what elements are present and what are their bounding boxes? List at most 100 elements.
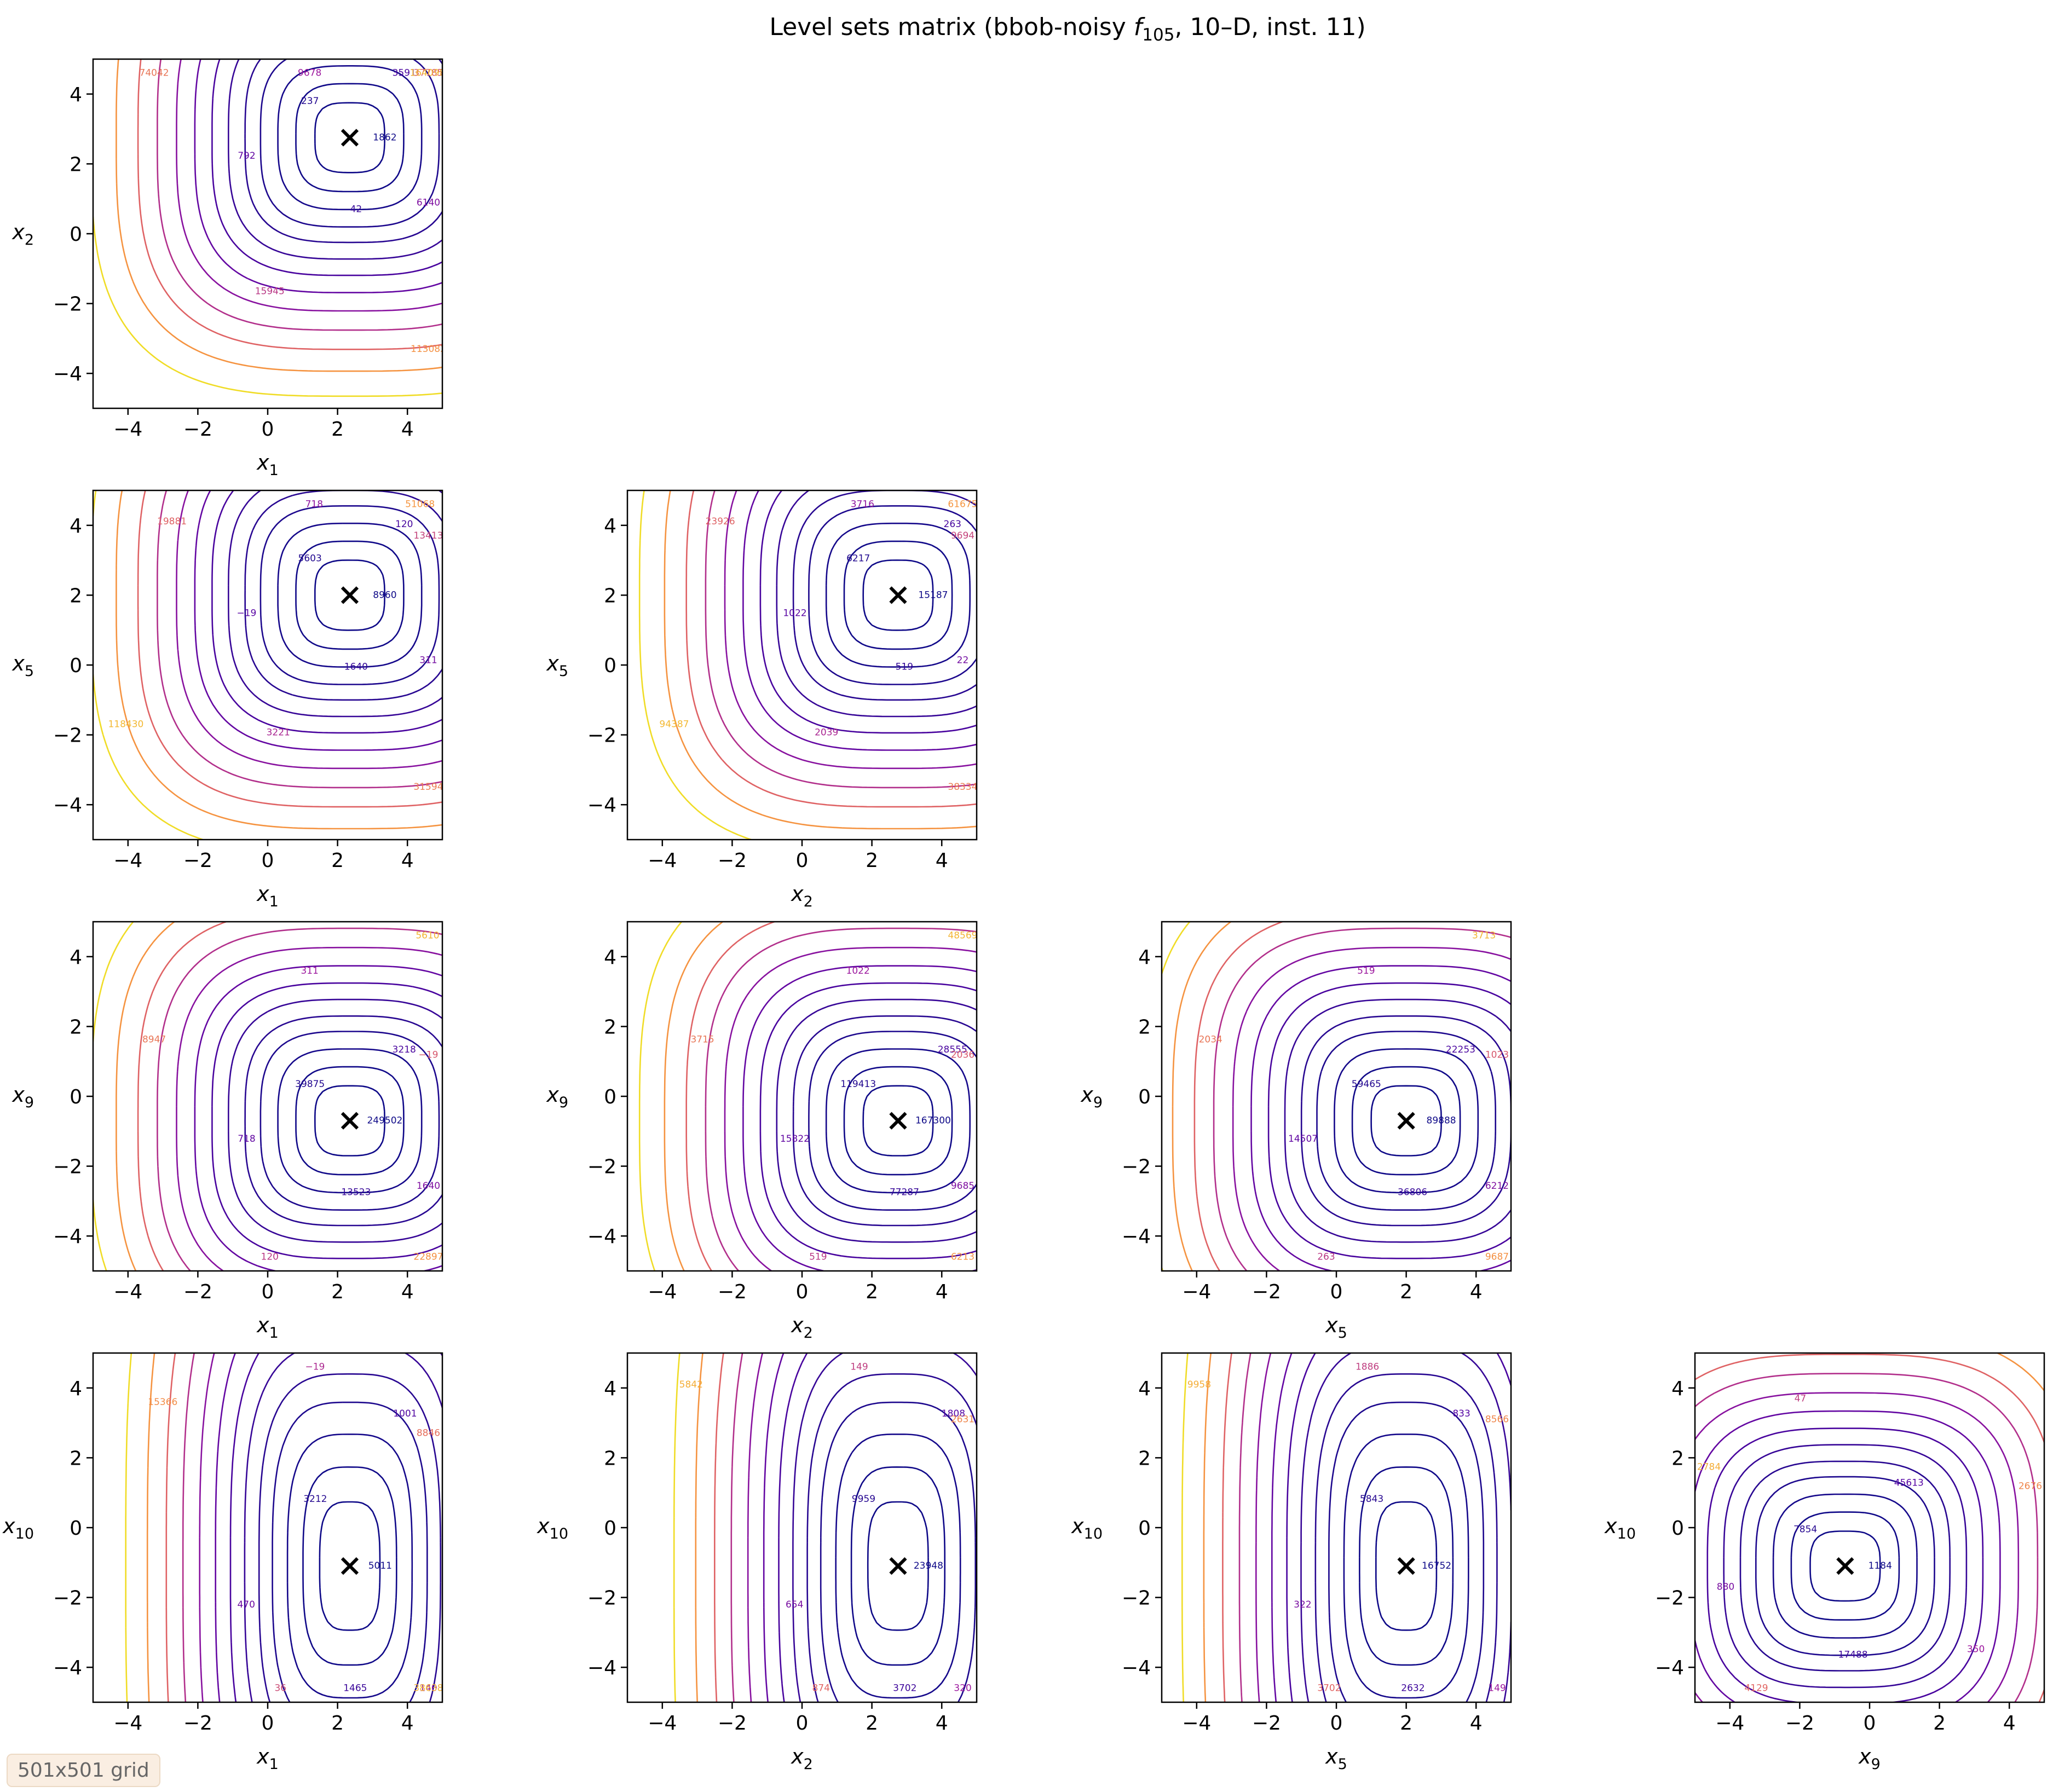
contour-level-13 [93,922,134,1271]
contour-label: 3702 [1317,1683,1341,1693]
contour-label: 120 [395,519,413,530]
y-tick-label: 2 [604,1016,616,1038]
contour-level-8 [742,965,977,1271]
y-tick-label: 0 [604,655,616,677]
contour-level-9 [1255,1353,1272,1702]
contour-level-4 [272,1401,428,1702]
y-tick-label: −4 [1122,1657,1151,1679]
subplot-x1-x2: 1862237423591792614096781594537785740421… [11,58,446,479]
y-tick-label: 2 [70,585,82,607]
contour-labels: 23948 9959 3702 1808 654 320 149 874 2631 5842 [679,1362,974,1694]
contour-label: 3212 [303,1494,327,1505]
contour-level-3 [277,1048,423,1194]
contour-level-2 [1790,1511,1900,1621]
y-axis-label: x9 [11,1083,34,1111]
contour-level-8 [215,1353,236,1702]
contour-level-2 [843,540,953,650]
contour-label: 320 [954,1683,971,1693]
contour-label: 23926 [706,516,735,527]
contour-level-11 [137,59,442,350]
contour-label: 8960 [373,589,396,600]
contour-label: 1808 [942,1408,965,1419]
contour-label: 149 [850,1362,868,1373]
contour-level-11 [137,490,442,808]
contour-level-3 [835,1433,961,1699]
contour-label: 23948 [914,1560,943,1571]
y-tick-label: 4 [70,946,82,969]
x-tick-label: −4 [113,849,142,872]
y-axis-label: x10 [537,1514,568,1542]
contour-level-13 [673,1353,681,1702]
contour-label: −19 [419,1049,439,1060]
contour-level-3 [825,1048,971,1194]
y-tick-label: −4 [587,794,616,817]
contour-level-10 [1695,1373,2039,1702]
contour-label: 13413 [413,530,443,541]
contour-label: 263 [944,519,961,530]
x-axis-label: x5 [1325,1313,1347,1342]
contour-labels: 249502 39875 13523 3218 718 1640 311 120 −19 8947… [142,930,443,1263]
contour-label: 17488 [1838,1650,1868,1661]
contour-level-5 [806,1373,977,1702]
x-tick-label: 4 [401,1712,414,1735]
x-tick-label: 2 [866,1712,878,1735]
contour-labels: 167300 119413 77287 28555 15822 9685 1022 519 20… [690,930,977,1263]
contour-label: 22897 [413,1251,443,1262]
contour-label: 77287 [890,1187,919,1198]
contour-lines [1695,1353,2044,1702]
contour-label: 3716 [851,499,874,510]
axes-frame [1694,1352,2045,1703]
y-tick-label: 2 [70,153,82,176]
contour-level-13 [1162,922,1191,1271]
contour-level-1 [1375,1501,1438,1631]
contour-level-11 [714,1353,724,1702]
y-tick-label: 4 [1138,1378,1151,1400]
x-tick-label: −2 [1785,1712,1814,1735]
subplot-x5-x10: 16752 5843 2632 833 322 149 1886 3702 8566 9958 −4… [1071,1352,1512,1773]
contour-label: 9685 [951,1181,974,1192]
optimum-marker [1836,1557,1854,1575]
x-axis-label: x2 [791,882,813,910]
x-tick-label: 0 [262,1712,274,1735]
optimum-marker [341,129,359,147]
contour-level-8 [194,490,442,751]
x-tick-label: 4 [401,418,414,441]
x-tick-label: 4 [1470,1281,1483,1303]
contour-label: 2631 [951,1414,974,1425]
contour-level-12 [116,922,175,1271]
contour-label: 1001 [393,1408,417,1419]
contour-label: 9678 [298,68,321,79]
subplot-x1-x5: 8960 5603 1640 120 −19 311 718 3221 13413 19881 31… [11,489,443,910]
contour-level-4 [1316,1031,1496,1211]
contour-level-12 [1203,1353,1212,1702]
x-axis-label: x5 [1325,1744,1347,1773]
x-axis-label: x2 [791,1744,813,1773]
x-tick-label: −4 [1182,1281,1211,1303]
contour-label: 718 [305,499,323,510]
contour-level-8 [763,1353,785,1702]
contour-level-9 [176,946,442,1271]
optimum-marker [889,1112,907,1130]
x-axis-label: x1 [256,1744,279,1773]
contour-level-7 [211,982,442,1259]
optimum-marker [341,1557,359,1575]
contour-label: 89888 [1427,1115,1456,1126]
contour-lines [93,490,442,840]
x-tick-label: 0 [1330,1281,1343,1303]
contour-label: 9694 [951,530,974,541]
contour-level-5 [1739,1460,1951,1672]
contour-lines [638,490,977,840]
contour-level-6 [228,998,442,1243]
contour-label: 28555 [938,1044,967,1055]
contour-level-3 [1772,1493,1918,1639]
contour-level-3 [1343,1433,1469,1699]
y-tick-label: 0 [1671,1517,1684,1540]
contour-label: 38334 [948,782,977,793]
y-tick-label: −2 [587,1156,616,1178]
contour-labels: 89888 59465 36806 22253 14507 6212 519 263 1023 2… [1199,930,1509,1263]
contour-label: 322 [1294,1599,1311,1610]
contour-label: 9959 [852,1494,875,1505]
optimum-marker [1397,1557,1415,1575]
contour-label: 4129 [1744,1683,1768,1693]
contour-label: 113082 [411,344,446,355]
